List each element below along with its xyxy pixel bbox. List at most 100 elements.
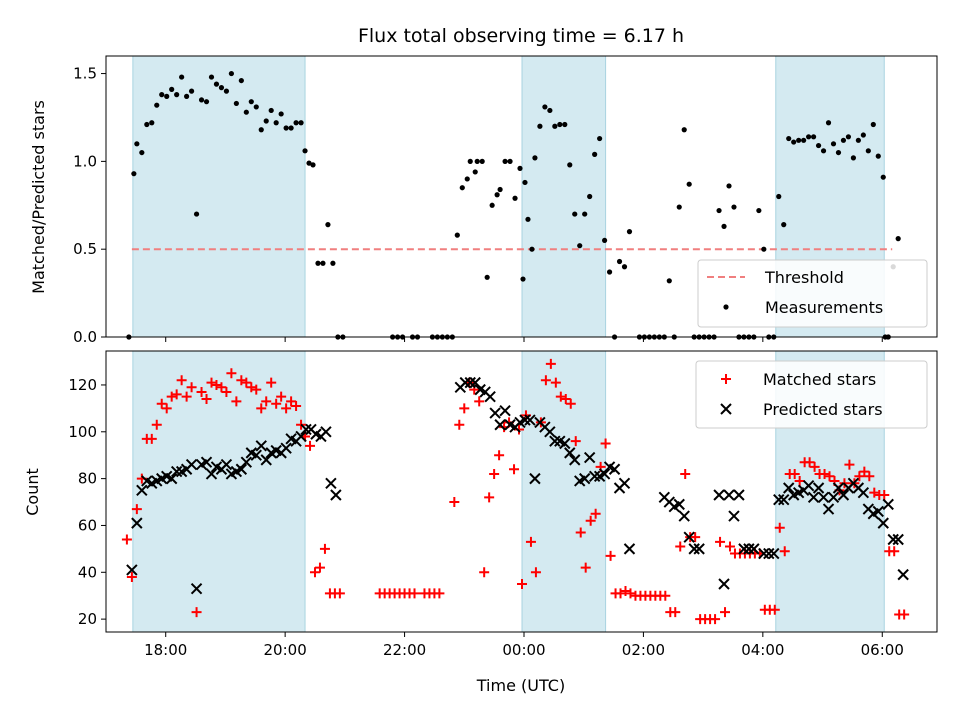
matched-stars-point [804,457,815,468]
predicted-stars-point [673,498,685,511]
matched-stars-point [864,471,875,482]
measurement-point [681,127,687,133]
measurement-point [263,118,269,124]
measurement-point [532,155,538,161]
matched-stars-point [121,534,132,545]
matched-stars-point [789,468,800,479]
predicted-stars-point [459,376,471,389]
predicted-stars-point [812,482,825,494]
matched-stars-point [670,607,681,618]
predicted-stars-point [872,505,884,518]
measurement-point [676,204,682,210]
predicted-stars-point [250,449,262,461]
measurement-point [835,149,842,156]
matched-stars-point [516,578,527,589]
measurement-point [238,77,244,84]
matched-stars-point [454,419,465,430]
measurement-point [529,246,535,252]
predicted-stars-point [200,456,213,468]
measurement-point [228,70,234,77]
predicted-stars-point [220,458,233,471]
measurement-point [756,207,762,214]
measurement-point [154,102,160,108]
predicted-stars-point [559,437,571,450]
matched-stars-point [334,588,345,599]
measurement-point [525,216,531,222]
matched-stars-point [620,586,631,597]
measurement-point [597,135,603,142]
matched-stars-point [434,588,445,599]
measurement-point [616,258,623,265]
predicted-stars-point [524,414,536,426]
measurement-point [865,148,871,154]
measurement-point [562,121,568,128]
predicted-stars-point [693,543,705,555]
matched-stars-point [181,391,192,402]
measurement-point [258,127,264,133]
measurement-point [454,232,460,238]
measurement-point [472,169,478,175]
predicted-stars-point [330,489,342,501]
predicted-stars-point [464,376,476,389]
measurement-point [497,186,503,193]
matched-stars-point [585,515,596,526]
measurement-point [288,125,294,131]
measurement-point [781,222,787,228]
matched-stars-point [266,377,277,388]
matched-stars-point [216,382,227,393]
matched-stars-point [201,394,212,405]
predicted-stars-point [583,451,596,464]
measurement-point [557,121,563,128]
matched-stars-point [161,403,172,414]
matched-stars-point [196,386,207,397]
measurement-point [870,121,876,128]
matched-stars-point [305,440,316,451]
y-tick-label: 60 [78,516,97,534]
shaded-interval [521,56,606,337]
matched-stars-point [514,424,525,435]
predicted-stars-point [608,463,621,475]
x-axis-title: Time (UTC) [476,676,565,695]
predicted-stars-point [822,503,835,515]
measurement-point [306,160,312,166]
measurement-point [855,137,861,143]
measurement-point [159,92,165,98]
shaded-interval [521,351,606,632]
matched-stars-point [241,377,252,388]
predicted-stars-point [489,407,501,419]
measurement-point [875,153,881,159]
measurement-point [320,260,326,266]
measurement-point [293,120,299,126]
matched-stars-point [660,590,671,601]
predicted-stars-point [126,564,138,576]
y-tick-label: 0.5 [73,240,97,258]
measurement-point [806,134,812,140]
matched-stars-point [809,461,820,472]
y-tick-label: 80 [78,470,97,488]
measurement-point [198,97,205,103]
matched-stars-point [724,541,735,552]
matched-stars-point [171,389,182,400]
measurement-point [502,158,508,164]
measurement-point [149,120,155,126]
measurement-point [761,246,767,252]
measurement-point [567,162,573,168]
matched-stars-point [590,508,601,519]
measurement-point [572,211,578,217]
measurement-point [474,158,480,164]
measurement-point [315,260,321,266]
matched-stars-point [899,609,910,620]
predicted-stars-point [136,484,148,497]
measurement-point [248,99,254,105]
matched-stars-point [479,567,490,578]
measurement-point [686,181,692,187]
matched-stars-point [575,527,586,538]
predicted-stars-point [320,426,332,438]
predicted-stars-point [469,376,481,389]
y-tick-label: 20 [78,610,97,628]
matched-stars-point [409,588,420,599]
measurement-point [517,165,523,171]
measurement-point [547,107,553,114]
predicted-stars-point [255,440,267,452]
legend-predicted-label: Predicted stars [763,400,883,419]
